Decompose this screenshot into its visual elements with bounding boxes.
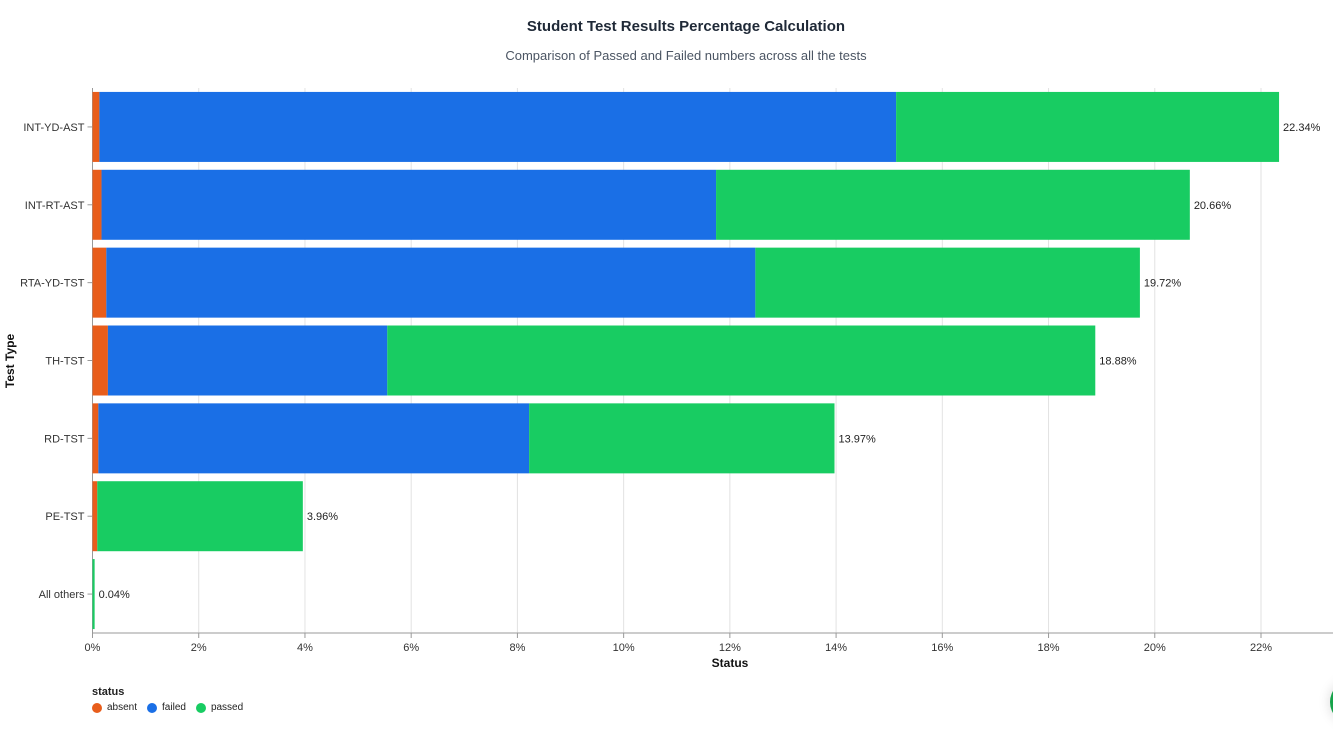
legend-swatch (147, 702, 158, 713)
y-tick-label: PE-TST (45, 511, 84, 523)
x-tick-label: 0% (85, 642, 101, 654)
bar-absent (92, 325, 108, 396)
x-tick-label: 2% (191, 642, 207, 654)
legend-label: absent (107, 702, 138, 713)
bar-passed (896, 91, 1280, 162)
legend-item-failed: failed (147, 702, 186, 713)
legend-swatch (195, 702, 206, 713)
x-axis-title: Status (712, 656, 749, 670)
legend-swatch (92, 702, 102, 713)
y-tick-label: RD-TST (44, 433, 85, 445)
y-tick-label: TH-TST (45, 356, 84, 368)
x-tick-label: 22% (1250, 642, 1272, 654)
legend: status absent failed passed (92, 686, 253, 716)
x-tick-label: 16% (931, 642, 953, 654)
x-tick-label: 8% (509, 642, 525, 654)
x-tick-label: 10% (613, 642, 635, 654)
data-label: 19.72% (1144, 278, 1182, 290)
bar-absent (92, 91, 100, 162)
bar-failed (99, 91, 897, 162)
x-tick-label: 18% (1038, 642, 1060, 654)
bar-passed (755, 247, 1140, 318)
x-tick-label: 4% (297, 642, 313, 654)
bar-passed (716, 169, 1190, 240)
legend-item-passed: passed (195, 702, 244, 713)
data-label: 20.66% (1194, 200, 1232, 212)
x-tick-label: 6% (403, 642, 419, 654)
data-label: 3.96% (307, 511, 338, 523)
bar-passed (92, 559, 95, 630)
legend-item-absent: absent (92, 702, 137, 713)
x-tick-label: 20% (1144, 642, 1166, 654)
bar-passed (97, 481, 303, 552)
chart-subtitle: Comparison of Passed and Failed numbers … (505, 48, 867, 63)
x-tick-label: 14% (825, 642, 847, 654)
bar-absent (92, 247, 107, 318)
legend-label: passed (210, 702, 244, 713)
bar-passed (529, 403, 835, 474)
bar-absent (92, 481, 98, 552)
bar-failed (107, 325, 388, 396)
bar-failed (101, 169, 717, 240)
data-label: 18.88% (1099, 356, 1137, 368)
y-tick-label: INT-RT-AST (25, 200, 85, 212)
legend-title: status (92, 686, 125, 698)
bar-passed (387, 325, 1096, 396)
y-tick-label: All others (39, 589, 85, 601)
y-axis-title: Test Type (3, 334, 17, 389)
y-tick-label: RTA-YD-TST (20, 278, 85, 290)
x-tick-label: 12% (719, 642, 741, 654)
data-label: 13.97% (838, 433, 876, 445)
chat-widget-button[interactable] (1330, 680, 1333, 724)
data-label: 22.34% (1283, 122, 1321, 134)
y-tick-label: INT-YD-AST (23, 122, 84, 134)
data-label: 0.04% (99, 589, 130, 601)
bar-absent (92, 403, 99, 474)
legend-label: failed (162, 702, 186, 713)
bar-absent (92, 169, 102, 240)
bar-failed (98, 403, 530, 474)
chart-title: Student Test Results Percentage Calculat… (526, 18, 846, 35)
bar-failed (106, 247, 756, 318)
